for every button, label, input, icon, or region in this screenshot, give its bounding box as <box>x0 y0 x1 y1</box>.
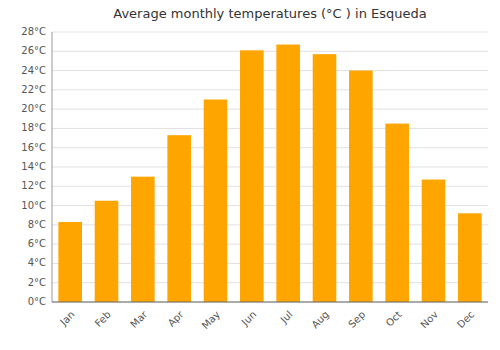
bar <box>458 213 482 302</box>
bar <box>385 124 409 302</box>
grid-line <box>52 128 488 129</box>
grid-line <box>52 32 488 33</box>
x-tick-label: May <box>200 309 222 331</box>
y-tick-label: 4°C <box>28 257 46 268</box>
bar <box>204 100 228 303</box>
bar <box>349 71 373 302</box>
y-tick-label: 6°C <box>28 238 46 249</box>
x-tick-label: Oct <box>384 309 404 329</box>
bar <box>167 135 191 302</box>
x-tick-label: Dec <box>455 309 476 330</box>
bar <box>95 201 119 302</box>
y-tick-label: 26°C <box>21 45 46 56</box>
x-axis-line <box>52 302 488 303</box>
y-tick-label: 2°C <box>28 277 46 288</box>
grid-line <box>52 147 488 148</box>
x-tick-label: Jul <box>278 309 295 326</box>
title: Average monthly temperatures (°C ) in Es… <box>113 6 426 21</box>
y-tick-label: 22°C <box>21 84 46 95</box>
x-tick-label: Jun <box>239 309 259 329</box>
bar <box>313 54 337 302</box>
x-tick-label: Apr <box>166 308 187 329</box>
y-tick-label: 12°C <box>21 180 46 191</box>
y-ticks: 0°C 2°C 4°C 6°C 8°C 10°C 12°C 14°C 16°C 18°C 20°C 2… <box>21 26 46 307</box>
y-axis-line <box>52 32 53 302</box>
grid-line <box>52 51 488 52</box>
bar <box>58 222 82 302</box>
x-ticks: Jan Feb Mar Apr May Jun Jul Aug Sep Oct Nov Dec <box>57 308 476 331</box>
x-tick-label: Nov <box>418 309 440 331</box>
x-tick-label: Jan <box>57 309 76 328</box>
y-tick-label: 16°C <box>21 142 46 153</box>
y-tick-label: 28°C <box>21 26 46 37</box>
bar <box>240 50 264 302</box>
y-tick-label: 10°C <box>21 200 46 211</box>
x-tick-label: Feb <box>93 309 113 329</box>
grid-line <box>52 167 488 168</box>
y-tick-label: 0°C <box>28 296 46 307</box>
bar <box>422 180 446 302</box>
x-tick-label: Sep <box>346 309 367 330</box>
bar <box>276 45 300 302</box>
y-tick-label: 20°C <box>21 103 46 114</box>
y-grid <box>52 32 488 302</box>
y-tick-label: 24°C <box>21 65 46 76</box>
page: {"chart_data": {"type": "bar", "title": … <box>0 0 500 350</box>
bars <box>58 45 481 302</box>
grid-line <box>52 89 488 90</box>
grid-line <box>52 70 488 71</box>
x-tick-label: Mar <box>128 308 150 330</box>
grid-line <box>52 302 488 303</box>
y-tick-label: 18°C <box>21 122 46 133</box>
y-tick-label: 8°C <box>28 219 46 230</box>
y-tick-label: 14°C <box>21 161 46 172</box>
x-tick-label: Aug <box>309 309 331 331</box>
bar <box>131 177 155 302</box>
chart: 0°C 2°C 4°C 6°C 8°C 10°C 12°C 14°C 16°C 18°C 20°C 2… <box>0 0 500 350</box>
grid-line <box>52 109 488 110</box>
